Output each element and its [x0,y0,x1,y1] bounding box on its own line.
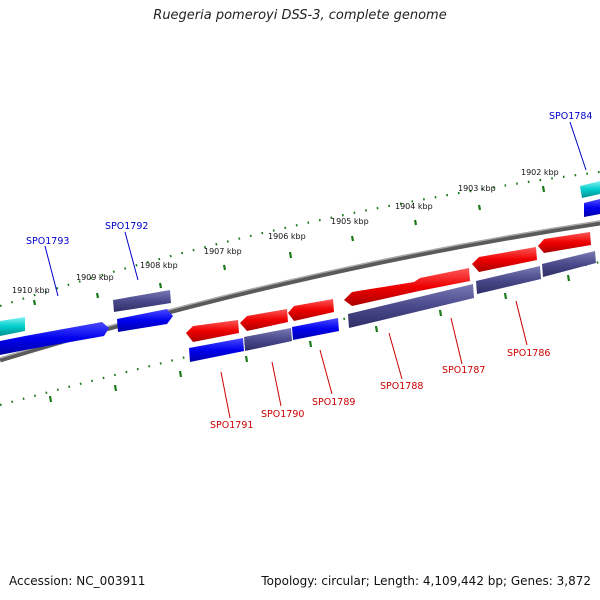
inner-major-ticks [48,274,571,403]
rna-feature-left [0,317,25,336]
map-title: Ruegeria pomeroyi DSS-3, complete genome [153,8,447,23]
gene-spo1786[interactable] [538,232,591,253]
reverse-strand-features [186,232,596,362]
scale-label: 1907 kbp [204,247,242,256]
outer-major-ticks [32,185,546,306]
scale-label: 1905 kbp [331,217,369,226]
gene-spo1790[interactable] [240,309,288,331]
gene-label-spo1786[interactable]: SPO1786 [507,348,550,359]
scale-label: 1908 kbp [140,261,178,270]
label-leaders [44,121,587,419]
scale-label: 1909 kbp [76,273,114,282]
gene-spo1787[interactable] [472,247,537,272]
gene-spo1793[interactable] [0,322,109,355]
scale-labels: 1902 kbp 1903 kbp 1904 kbp 1905 kbp 1906… [12,168,559,295]
gene-spo1792[interactable] [113,290,171,312]
scale-label: 1906 kbp [268,232,306,241]
gene-label-spo1792[interactable]: SPO1792 [105,221,148,232]
gene-label-spo1790[interactable]: SPO1790 [261,409,304,420]
scale-label: 1902 kbp [521,168,559,177]
forward-strand-features [0,181,600,355]
scale-label: 1904 kbp [395,202,433,211]
gene-labels: SPO1784 SPO1786 SPO1787 SPO1788 SPO1789 … [26,111,592,431]
gene-spo1784[interactable] [580,181,600,198]
scale-label: 1903 kbp [458,184,496,193]
gene-label-spo1789[interactable]: SPO1789 [312,397,355,408]
gene-label-spo1788[interactable]: SPO1788 [380,381,423,392]
gene-label-spo1787[interactable]: SPO1787 [442,365,485,376]
gene-label-spo1784[interactable]: SPO1784 [549,111,592,122]
gene-spo1792-arrow [117,309,173,332]
genome-summary: Topology: circular; Length: 4,109,442 bp… [261,574,591,588]
gene-label-spo1791[interactable]: SPO1791 [210,420,253,431]
accession-label: Accession: NC_003911 [9,574,146,588]
gene-spo1784-shadow [584,199,600,217]
gene-spo1791[interactable] [186,320,239,342]
scale-label: 1910 kbp [12,286,50,295]
gene-label-spo1793[interactable]: SPO1793 [26,236,69,247]
gene-spo1789[interactable] [288,299,334,321]
genome-backbone [0,220,600,363]
gene-spo1788[interactable] [344,268,470,306]
